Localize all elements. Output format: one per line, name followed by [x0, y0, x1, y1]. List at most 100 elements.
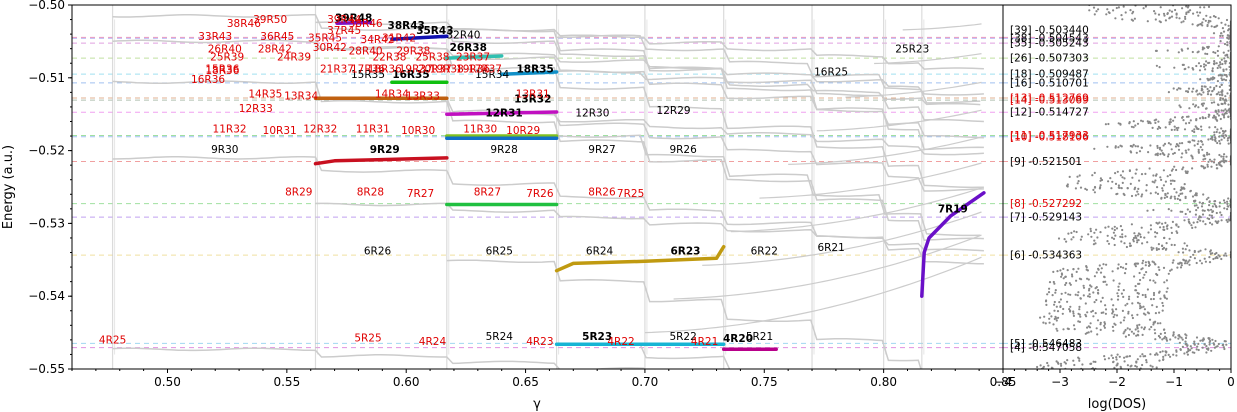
- annotation-26R38: 26R38: [450, 42, 487, 54]
- annotation-38R43: 38R43: [388, 20, 425, 32]
- annotation-15R35: 15R35: [351, 69, 385, 81]
- dos-points: [1036, 5, 1231, 369]
- series-7R19: [920, 191, 986, 298]
- annotation-red-24R39: 24R39: [277, 51, 311, 63]
- y-tick-label: −0.53: [28, 216, 65, 230]
- annotation-red-39R50: 39R50: [253, 14, 287, 26]
- x-tick-label: 0.70: [632, 375, 659, 389]
- series-6R23: [554, 244, 726, 273]
- annotation-red-8R29: 8R29: [285, 187, 312, 199]
- dos-level-label: [6] -0.534363: [1010, 250, 1082, 262]
- annotation-red-7R26: 7R26: [526, 188, 554, 200]
- annotation-12R30: 12R30: [575, 107, 609, 119]
- main-plot-panel: 9R30 9R29 9R28 9R27 9R26 6R26 6R25 6R24 6R23 6R22…: [1, 0, 1016, 412]
- x-tick-label: 0.75: [751, 375, 778, 389]
- annotation-12R29: 12R29: [657, 105, 691, 117]
- annotation-red-28R42: 28R42: [258, 43, 292, 55]
- dos-x-axis-label: log(DOS): [1088, 397, 1146, 412]
- annotation-red-8R27: 8R27: [474, 187, 501, 199]
- annotation-6R23: 6R23: [670, 246, 700, 258]
- annotation-red-25R39: 25R39: [210, 51, 244, 63]
- annotation-16R35: 16R35: [392, 69, 429, 81]
- dos-level-label: [12] -0.514727: [1010, 107, 1089, 119]
- y-tick-label: −0.51: [28, 71, 65, 85]
- annotation-red-4R23: 4R23: [526, 336, 553, 348]
- dos-level-label: [38] -0.504543: [1010, 33, 1089, 45]
- dos-x-tick-label: 0: [1227, 375, 1235, 389]
- annotation-red-14R35: 14R35: [248, 88, 282, 100]
- annotation-red-13R34: 13R34: [284, 91, 318, 103]
- dos-level-label: [14] -0.513069: [1010, 95, 1089, 107]
- annotation-red-35R45: 35R45: [308, 32, 342, 44]
- annotation-9R30: 9R30: [211, 144, 238, 156]
- annotation-red-8R26: 8R26: [588, 187, 616, 199]
- dos-level-label: [16] -0.510701: [1010, 77, 1089, 89]
- dos-level-label: [8] -0.527292: [1010, 198, 1082, 210]
- annotation-red-11R30: 11R30: [463, 123, 497, 135]
- dos-level-label: [11] -0.517933: [1010, 130, 1089, 142]
- dos-level-label: [18] -0.509487: [1010, 69, 1089, 81]
- series-26R38: [445, 54, 504, 60]
- annotation-red-11R31: 11R31: [356, 123, 390, 135]
- annotation-red-13R31: 13R31: [516, 88, 550, 100]
- annotation-6R26: 6R26: [364, 246, 392, 258]
- annotation-red-28R40: 28R40: [349, 46, 383, 58]
- annotation-red-12R32: 12R32: [303, 123, 337, 135]
- annotation-red-22R38: 22R38: [372, 51, 406, 63]
- annotation-red-33R43: 33R43: [198, 31, 232, 43]
- annotation-red-4R24: 4R24: [419, 336, 447, 348]
- annotation-4R20: 4R20: [723, 333, 753, 345]
- dos-level-label: [35] -0.505243: [1010, 38, 1089, 50]
- annotation-red-29R38: 29R38: [396, 46, 430, 58]
- annotation-red-30R42: 30R42: [313, 42, 347, 54]
- annotation-red-25R38: 25R38: [415, 51, 449, 63]
- y-tick-label: −0.54: [28, 289, 65, 303]
- annotation-red-39R44: 39R44: [327, 14, 361, 26]
- annotation-9R26: 9R26: [669, 144, 697, 156]
- dos-plot-panel: [39] -0.503440[38] -0.504543[35] -0.5052…: [994, 4, 1235, 412]
- annotation-9R28: 9R28: [490, 144, 517, 156]
- dos-level-label: [5] -0.546483: [1010, 338, 1082, 350]
- x-tick-label: 0.65: [512, 375, 539, 389]
- annotation-red-4R25: 4R25: [99, 335, 126, 347]
- annotation-red-26R40: 26R40: [208, 43, 242, 55]
- y-tick-label: −0.52: [28, 144, 65, 158]
- annotation-16R25: 16R25: [814, 67, 848, 79]
- annotation-red-16R36: 16R36: [191, 74, 225, 86]
- annotation-red-10R29: 10R29: [506, 125, 540, 137]
- annotation-7R19: 7R19: [938, 203, 968, 215]
- annotation-red-11R32: 11R32: [213, 123, 247, 135]
- x-tick-label: 0.50: [154, 375, 181, 389]
- dos-level-label: [26] -0.507303: [1010, 53, 1089, 65]
- annotation-red-19R38: 19R38: [430, 64, 464, 76]
- dos-level-label: [4] -0.547058: [1010, 342, 1082, 354]
- annotation-18R35: 18R35: [516, 64, 553, 76]
- annotation-red-5R25: 5R25: [354, 332, 381, 344]
- annotation-red-4R22: 4R22: [607, 336, 634, 348]
- dos-x-tick-label: −3: [1051, 375, 1069, 389]
- series-9R29: [313, 156, 449, 166]
- series-38R43: [390, 34, 449, 41]
- dos-x-tick-label: −2: [1108, 375, 1126, 389]
- dos-level-label: [10] -0.518106: [1010, 131, 1089, 143]
- annotation-red-10R31: 10R31: [263, 125, 297, 137]
- annotation-35R43: 35R43: [416, 25, 453, 37]
- annotation-red-7R27: 7R27: [407, 188, 434, 200]
- series-12R31: [445, 110, 559, 116]
- dos-level-label: [7] -0.529143: [1010, 212, 1082, 224]
- annotation-5R24: 5R24: [486, 331, 514, 343]
- annotation-25R23: 25R23: [895, 43, 929, 55]
- dos-level-label: [9] -0.521501: [1010, 156, 1082, 168]
- x-tick-label: 0.80: [870, 375, 897, 389]
- dos-level-label: [13] -0.512769: [1010, 92, 1089, 104]
- annotation-13R32: 13R32: [514, 94, 551, 106]
- annotation-red-7R25: 7R25: [617, 188, 644, 200]
- annotation-5R22: 5R22: [669, 331, 696, 343]
- annotation-6R25: 6R25: [486, 246, 513, 258]
- annotation-5R23: 5R23: [582, 331, 612, 343]
- annotation-red-10R30: 10R30: [401, 125, 435, 137]
- annotation-6R21: 6R21: [817, 242, 844, 254]
- annotation-red-19R37: 19R37: [399, 64, 433, 76]
- series-39R48: [335, 20, 373, 25]
